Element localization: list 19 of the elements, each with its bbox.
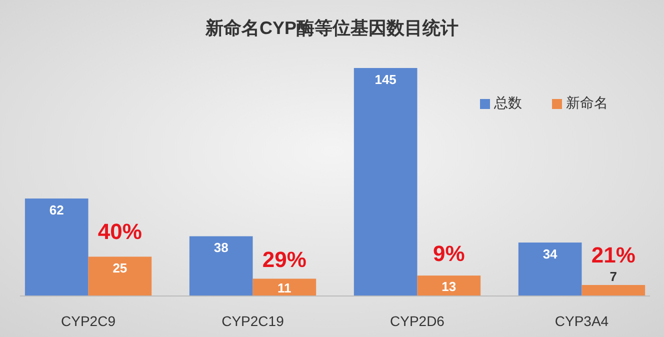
- data-label: 7: [610, 268, 618, 284]
- data-label: 13: [442, 278, 456, 294]
- data-label: 25: [112, 260, 128, 276]
- legend-label: 新命名: [566, 94, 608, 111]
- data-label: 38: [214, 240, 228, 256]
- data-label: 145: [374, 72, 396, 87]
- data-label: 11: [278, 280, 292, 296]
- x-tick-label: CYP2C19: [222, 313, 284, 329]
- annotation: 29%: [262, 247, 306, 272]
- x-tick-label: CYP2C9: [61, 313, 116, 329]
- x-tick-label: CYP3A4: [554, 313, 609, 329]
- chart-title: 新命名CYP酶等位基因数目统计: [204, 18, 459, 38]
- annotation: 9%: [433, 240, 465, 266]
- data-label: 34: [542, 246, 558, 262]
- legend-label: 总数: [493, 94, 522, 111]
- data-label: 62: [49, 202, 64, 218]
- annotation: 21%: [591, 242, 636, 268]
- x-tick-label: CYP2D6: [390, 313, 445, 329]
- annotation: 40%: [98, 218, 142, 244]
